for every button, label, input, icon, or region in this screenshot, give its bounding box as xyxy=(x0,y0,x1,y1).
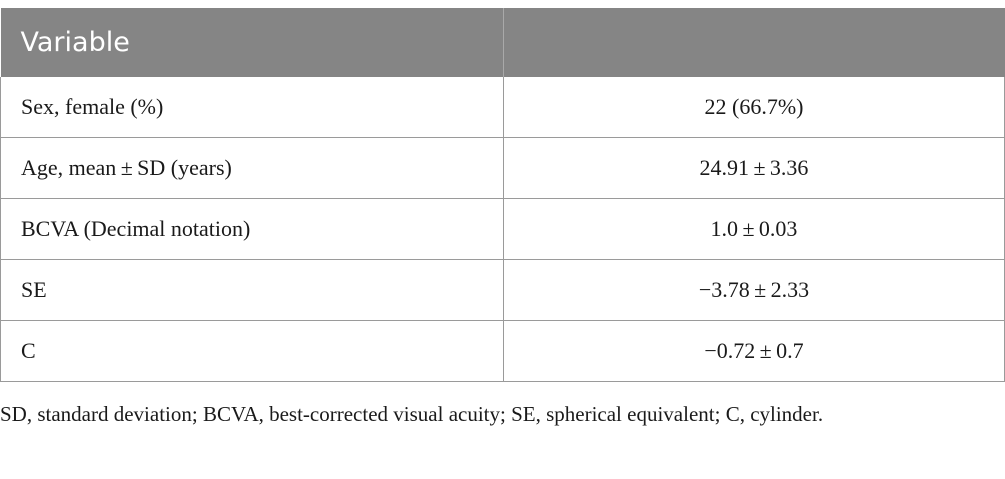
table-row: Sex, female (%) 22 (66.7%) xyxy=(0,77,1005,138)
row-label: Sex, female (%) xyxy=(0,77,504,138)
header-value xyxy=(503,8,1005,77)
row-value: −3.78 ± 2.33 xyxy=(503,259,1005,321)
row-value: 22 (66.7%) xyxy=(503,77,1005,138)
demographics-table: Variable Sex, female (%) 22 (66.7%) Age,… xyxy=(0,8,1005,382)
row-value: 24.91 ± 3.36 xyxy=(503,137,1005,199)
row-label: SE xyxy=(0,259,504,321)
table-footnote: SD, standard deviation; BCVA, best-corre… xyxy=(0,402,824,426)
row-value: 1.0 ± 0.03 xyxy=(503,198,1005,260)
header-variable: Variable xyxy=(0,8,504,77)
row-label: Age, mean ± SD (years) xyxy=(0,137,504,199)
row-label: C xyxy=(0,320,504,382)
table-row: C −0.72 ± 0.7 xyxy=(0,320,1005,382)
row-value: −0.72 ± 0.7 xyxy=(503,320,1005,382)
table-row: SE −3.78 ± 2.33 xyxy=(0,259,1005,321)
table-row: Age, mean ± SD (years) 24.91 ± 3.36 xyxy=(0,137,1005,199)
table-row: BCVA (Decimal notation) 1.0 ± 0.03 xyxy=(0,198,1005,260)
table-header-row: Variable xyxy=(0,8,1005,77)
data-table-container: Variable Sex, female (%) 22 (66.7%) Age,… xyxy=(0,8,1005,382)
row-label: BCVA (Decimal notation) xyxy=(0,198,504,260)
